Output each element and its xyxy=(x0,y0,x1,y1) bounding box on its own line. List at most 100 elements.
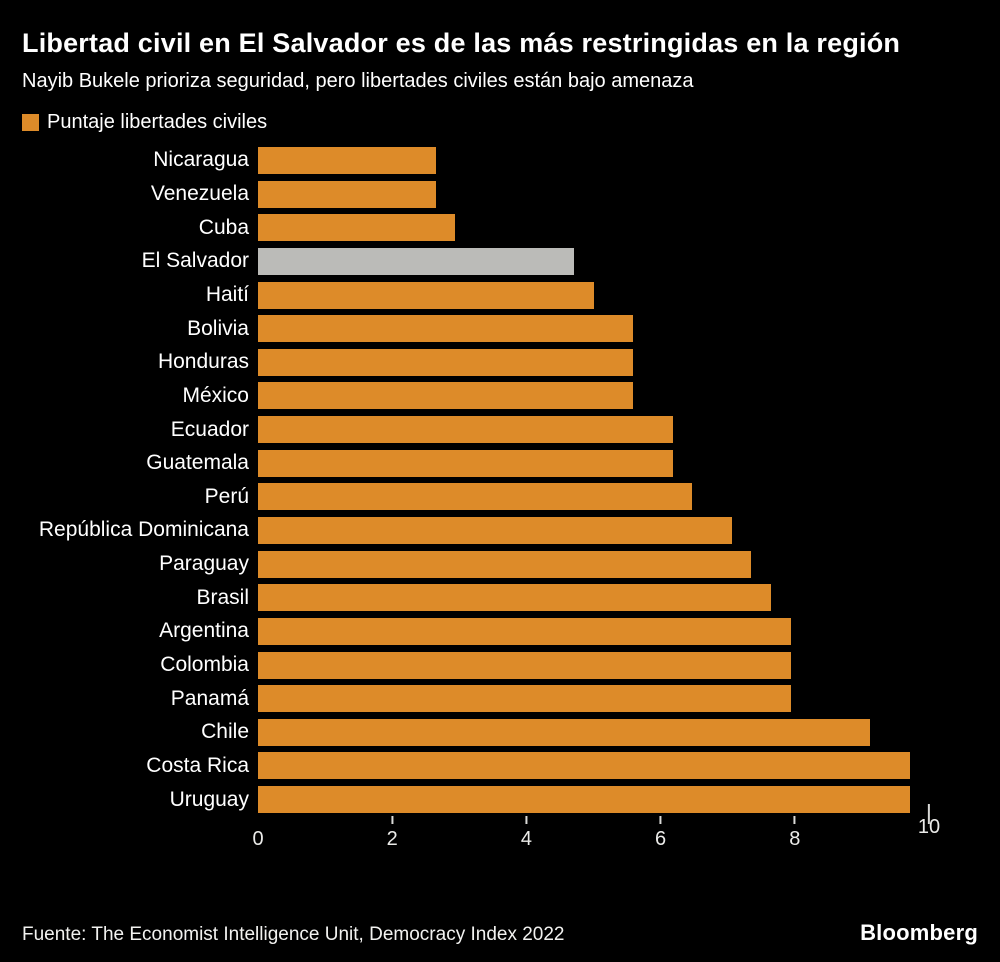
bar-row: Panamá xyxy=(0,682,929,716)
footer: Fuente: The Economist Intelligence Unit,… xyxy=(22,920,978,946)
bar-row: Guatemala xyxy=(0,446,929,480)
bar-row: Bolivia xyxy=(0,312,929,346)
x-axis-tick: 8 xyxy=(789,816,800,851)
bar xyxy=(258,584,772,612)
bar-row: Ecuador xyxy=(0,413,929,447)
category-label: Chile xyxy=(201,720,249,744)
bar-row: Perú xyxy=(0,480,929,514)
bar xyxy=(258,180,436,208)
category-label: Paraguay xyxy=(159,552,249,576)
chart-subtitle: Nayib Bukele prioriza seguridad, pero li… xyxy=(22,69,694,92)
bar-chart: Nicaragua Venezuela Cuba El Salvador Haití Bo… xyxy=(0,144,929,817)
bar-track xyxy=(258,516,929,544)
bar xyxy=(258,685,791,713)
bar-track xyxy=(258,382,929,410)
bar-track xyxy=(258,483,929,511)
bar-row: Uruguay xyxy=(0,783,929,817)
bar-row: Paraguay xyxy=(0,547,929,581)
bar-row: Colombia xyxy=(0,648,929,682)
bar-track xyxy=(258,685,929,713)
category-label: Costa Rica xyxy=(146,753,249,777)
category-label: Colombia xyxy=(160,653,249,677)
bar xyxy=(258,416,673,444)
tick-mark xyxy=(793,816,796,825)
bar-track xyxy=(258,584,929,612)
bar-track xyxy=(258,752,929,780)
category-label: Ecuador xyxy=(170,417,249,441)
category-label: Uruguay xyxy=(169,787,249,811)
tick-label: 2 xyxy=(386,828,398,851)
bar-track xyxy=(258,449,929,477)
category-label: Honduras xyxy=(157,350,249,374)
bar-track xyxy=(258,718,929,746)
bar xyxy=(258,281,594,309)
bar-row: Costa Rica xyxy=(0,749,929,783)
bar-track xyxy=(258,786,929,814)
category-label: Bolivia xyxy=(187,316,249,340)
tick-label: 10 xyxy=(917,816,941,839)
legend-swatch-icon xyxy=(22,113,39,131)
tick-mark xyxy=(525,816,528,825)
bar xyxy=(258,483,693,511)
bar xyxy=(258,315,634,343)
bloomberg-logo: Bloomberg xyxy=(860,920,978,945)
tick-label: 6 xyxy=(655,828,667,851)
bar-track xyxy=(258,651,929,679)
category-label: República Dominicana xyxy=(38,518,249,542)
tick-label: 4 xyxy=(520,828,532,851)
tick-mark xyxy=(659,816,662,825)
bar-row: Argentina xyxy=(0,615,929,649)
category-label: Cuba xyxy=(198,215,249,239)
bar xyxy=(258,516,732,544)
category-label: Perú xyxy=(204,484,249,508)
bar xyxy=(258,247,575,275)
chart-title: Libertad civil en El Salvador es de las … xyxy=(22,28,901,58)
bar-row: República Dominicana xyxy=(0,514,929,548)
x-axis-tick: 10 xyxy=(917,804,941,839)
x-axis: 0 2 4 6 8 10 xyxy=(252,804,940,862)
category-label: México xyxy=(182,383,249,407)
bar xyxy=(258,550,752,578)
tick-label: 8 xyxy=(789,828,801,851)
bar xyxy=(258,146,436,174)
chart-rows: Nicaragua Venezuela Cuba El Salvador Haití Bo… xyxy=(0,144,929,817)
category-label: Nicaragua xyxy=(153,148,249,172)
legend: Puntaje libertades civiles xyxy=(22,111,978,134)
bar-row: Cuba xyxy=(0,211,929,245)
tick-mark xyxy=(928,804,930,825)
header: Libertad civil en El Salvador es de las … xyxy=(0,0,1000,94)
bar xyxy=(258,786,910,814)
bar-track xyxy=(258,281,929,309)
legend-label: Puntaje libertades civiles xyxy=(47,110,268,133)
bar-row: Venezuela xyxy=(0,177,929,211)
bar-row: Nicaragua xyxy=(0,144,929,178)
category-label: Panamá xyxy=(170,686,249,710)
bar-row: Honduras xyxy=(0,345,929,379)
bar-row: Chile xyxy=(0,716,929,750)
bar-row: Haití xyxy=(0,278,929,312)
bar xyxy=(258,348,634,376)
bar-track xyxy=(258,247,929,275)
bar xyxy=(258,718,870,746)
tick-label: 0 xyxy=(252,828,264,851)
bar xyxy=(258,752,910,780)
bar-track xyxy=(258,315,929,343)
category-label: Venezuela xyxy=(150,182,249,206)
category-label: El Salvador xyxy=(141,249,249,273)
x-axis-tick: 0 xyxy=(252,816,263,851)
bar-track xyxy=(258,416,929,444)
category-label: Haití xyxy=(205,283,249,306)
x-axis-tick: 4 xyxy=(521,816,532,851)
bar xyxy=(258,382,634,410)
bar-track xyxy=(258,348,929,376)
bar-track xyxy=(258,180,929,208)
category-label: Argentina xyxy=(159,619,249,643)
x-axis-tick: 2 xyxy=(387,816,398,851)
bar xyxy=(258,214,456,242)
bar-row: México xyxy=(0,379,929,413)
bar-track xyxy=(258,617,929,645)
bar-track xyxy=(258,146,929,174)
bar-track xyxy=(258,214,929,242)
category-label: Guatemala xyxy=(146,451,249,475)
